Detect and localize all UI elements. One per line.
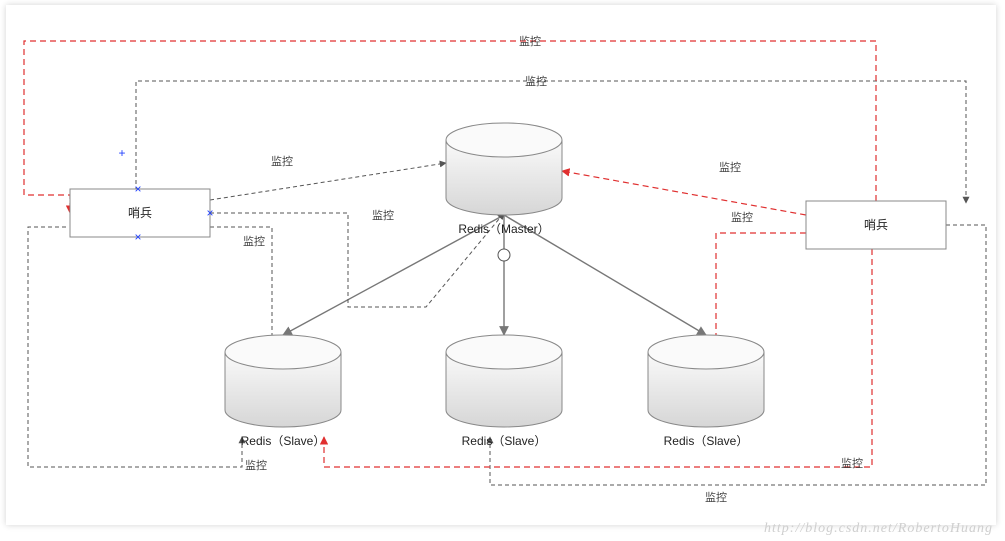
edge-label: 监控 (372, 208, 394, 222)
node-label: 哨兵 (864, 217, 888, 232)
monitor-edge-red (324, 249, 872, 467)
node-label: Redis（Slave） (241, 434, 326, 448)
monitor-edge (210, 163, 446, 200)
edge-label: 监控 (271, 154, 293, 168)
watermark: http://blog.csdn.net/RobertoHuang (764, 521, 993, 537)
monitor-edge-red (562, 171, 806, 215)
diagram-canvas: 监控监控监控监控监控监控 监控监控监控监控 哨兵哨兵Redis（Master）R… (6, 5, 996, 525)
node-label: Redis（Master） (458, 222, 549, 236)
monitor-edge-red (716, 233, 806, 347)
node-label: 哨兵 (128, 205, 152, 220)
edge-label: 监控 (245, 458, 267, 472)
edge-label: 监控 (243, 234, 265, 248)
edge-label: 监控 (841, 456, 863, 470)
edge-label: 监控 (525, 74, 547, 88)
selection-handle-icon: × (134, 182, 141, 196)
node-label: Redis（Slave） (664, 434, 749, 448)
edge-label: 监控 (731, 210, 753, 224)
edge-label: 监控 (719, 160, 741, 174)
node-label: Redis（Slave） (462, 434, 547, 448)
selection-handle-icon: × (134, 230, 141, 244)
selection-handle-icon: × (206, 206, 213, 220)
edge-label: 监控 (705, 490, 727, 504)
selection-handle-icon: + (118, 146, 125, 160)
diagram-svg: 监控监控监控监控监控监控 监控监控监控监控 哨兵哨兵Redis（Master）R… (6, 5, 996, 525)
monitor-edge (28, 227, 242, 467)
edge-label: 监控 (519, 34, 541, 48)
